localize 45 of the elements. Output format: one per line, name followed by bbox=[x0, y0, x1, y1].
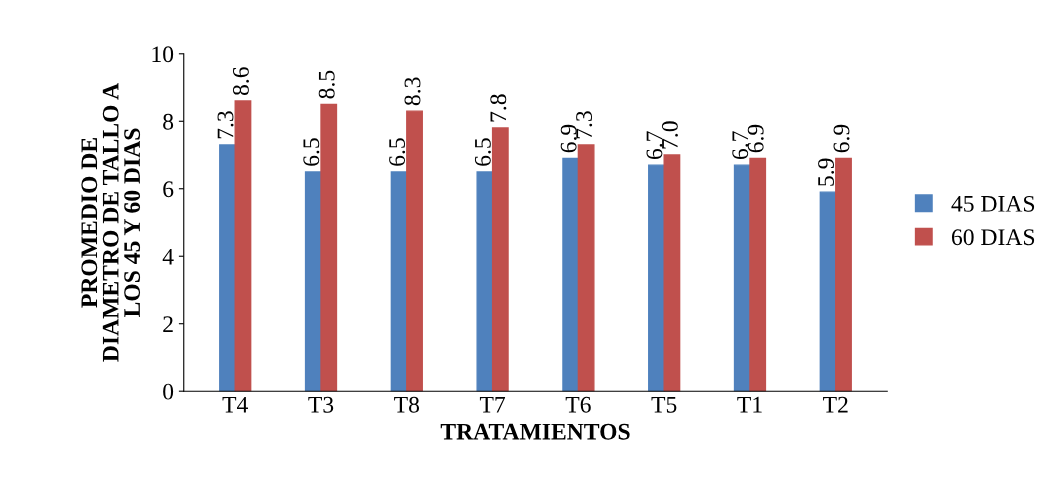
data-label: 8.5 bbox=[318, 70, 335, 99]
y-tick-label: 8 bbox=[163, 113, 174, 130]
x-tick-label: T6 bbox=[565, 396, 591, 413]
bar bbox=[234, 100, 252, 392]
bar bbox=[219, 144, 236, 392]
x-tick-label: T1 bbox=[737, 396, 762, 413]
y-tick-label: 2 bbox=[163, 316, 173, 332]
data-label: 8.6 bbox=[232, 67, 249, 96]
y-axis-title: PROMEDIO DE DIAMETRO DE TALLO A LOS 45 Y 60 DIAS bbox=[81, 83, 141, 362]
x-tick-label: T2 bbox=[823, 396, 848, 413]
y-tick-label: 0 bbox=[163, 383, 174, 400]
bar bbox=[562, 157, 580, 392]
x-tick-label: T5 bbox=[651, 396, 677, 413]
bar bbox=[577, 144, 595, 392]
x-tick-label: T8 bbox=[394, 396, 420, 413]
x-axis-title: TRATAMIENTOS bbox=[440, 423, 630, 440]
data-label: 6.9 bbox=[833, 124, 850, 153]
data-label: 7.0 bbox=[661, 121, 678, 149]
data-label: 7.3 bbox=[576, 111, 593, 139]
data-label: 7.3 bbox=[217, 111, 234, 139]
x-tick-label: T4 bbox=[222, 396, 248, 413]
data-label: 6.9 bbox=[560, 124, 577, 153]
y-tick-label: 4 bbox=[162, 248, 174, 265]
bar bbox=[663, 154, 681, 392]
data-label: 6.5 bbox=[303, 138, 320, 166]
bar bbox=[835, 157, 852, 392]
bar bbox=[476, 171, 494, 392]
x-tick-label: T7 bbox=[479, 396, 506, 413]
x-tick-label: T3 bbox=[308, 396, 334, 413]
data-label: 6.7 bbox=[646, 131, 663, 160]
data-label: 7.8 bbox=[490, 94, 507, 122]
data-label: 5.9 bbox=[818, 158, 835, 186]
data-label: 6.5 bbox=[474, 138, 491, 166]
data-label: 8.3 bbox=[404, 77, 421, 106]
bar bbox=[406, 110, 423, 392]
y-tick-label: 6 bbox=[163, 181, 174, 198]
bar bbox=[320, 103, 338, 392]
legend-label: 60 DIAS bbox=[951, 229, 1035, 246]
data-label: 6.9 bbox=[747, 124, 764, 153]
data-label: 6.7 bbox=[732, 131, 749, 160]
data-label: 6.5 bbox=[389, 138, 406, 166]
bar bbox=[491, 127, 509, 392]
legend-label: 45 DIAS bbox=[951, 195, 1035, 212]
bar bbox=[749, 157, 767, 392]
y-tick-label: 10 bbox=[152, 46, 174, 63]
